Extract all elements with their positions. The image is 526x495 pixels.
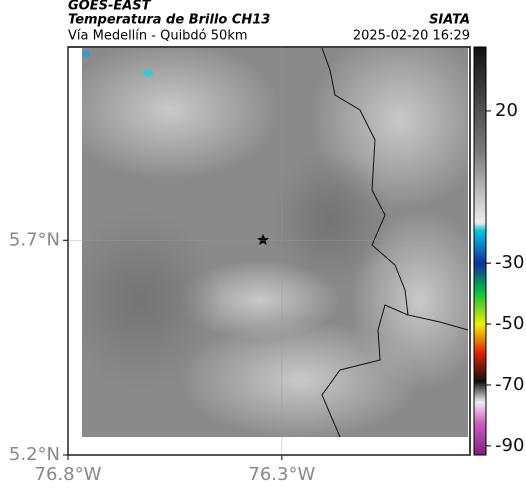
location-marker (257, 234, 269, 246)
colorbar (473, 46, 487, 456)
x-tick-label: 76.3°W (248, 464, 315, 485)
y-tick-label: 5.2°N (9, 444, 60, 465)
colorbar-label: -50 (495, 313, 524, 334)
border (321, 47, 469, 438)
colorbar-label: 20 (495, 100, 518, 121)
datetime: 2025-02-20 16:29 (353, 29, 470, 44)
colorbar-label: -90 (495, 435, 524, 456)
source: GOES-EAST (68, 0, 152, 14)
brand: SIATA (429, 13, 470, 28)
x-tick-label: 76.8°W (35, 464, 102, 485)
colorbar-label: -70 (495, 374, 524, 395)
y-tick-label: 5.7°N (9, 229, 60, 250)
colorbar-label: -30 (495, 252, 524, 273)
title: Temperatura de Brillo CH13 (68, 13, 270, 28)
imagery (82, 48, 468, 437)
route: Vía Medellín - Quibdó 50km (68, 29, 248, 44)
